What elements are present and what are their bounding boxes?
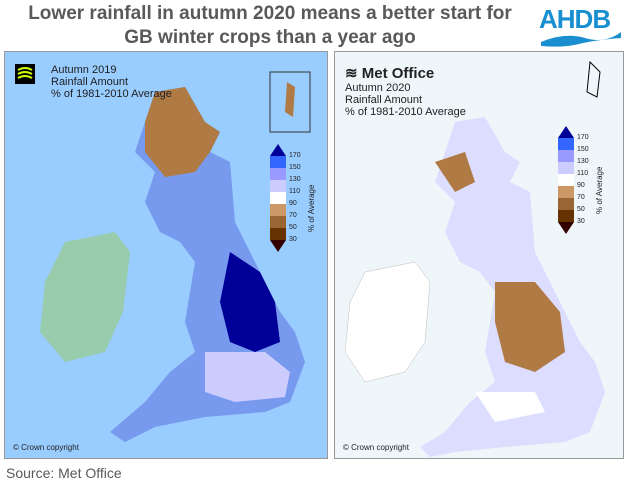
tick-label: 130 <box>289 176 301 183</box>
tick-label: 50 <box>577 206 585 213</box>
colorbar-segment <box>558 198 574 210</box>
ahdb-logo: AHDB <box>535 4 623 48</box>
map-period: % of 1981-2010 Average <box>51 88 172 100</box>
tick-label: 130 <box>577 158 589 165</box>
colorbar-min-triangle <box>558 222 574 234</box>
tick-label: 30 <box>577 218 585 225</box>
colorbar-segment <box>558 162 574 174</box>
map-period: % of 1981-2010 Average <box>345 106 466 118</box>
tick-label: 50 <box>289 224 297 231</box>
colorbar-max-triangle <box>270 144 286 156</box>
colorbar-segment <box>558 138 574 150</box>
colorbar-segment <box>270 180 286 192</box>
colorbar-max-triangle <box>558 126 574 138</box>
colorbar-segment <box>270 156 286 168</box>
colorbar-min-triangle <box>270 240 286 252</box>
rainfall-map-2019 <box>40 71 311 442</box>
tick-label: 110 <box>577 170 589 177</box>
colorbar-segment <box>270 216 286 228</box>
met-office-logo-icon <box>15 64 35 84</box>
colorbar-label: % of Average <box>595 166 604 214</box>
met-office-brand: ≋ Met Office <box>345 64 434 82</box>
map-subtitle: Rainfall Amount <box>345 94 423 106</box>
colorbar-segment <box>270 228 286 240</box>
tick-label: 70 <box>577 194 585 201</box>
tick-label: 90 <box>289 200 297 207</box>
brand-text: Met Office <box>361 65 435 82</box>
ireland-landmass <box>344 261 431 383</box>
title-line-2: GB winter crops than a year ago <box>124 27 416 48</box>
colorbar-segment <box>558 150 574 162</box>
ahdb-logo-text: AHDB <box>539 4 611 34</box>
colorbar-segment <box>558 174 574 186</box>
colorbar-label: % of Average <box>307 184 316 232</box>
tick-label: 90 <box>577 182 585 189</box>
copyright: © Crown copyright <box>343 443 409 452</box>
tick-label: 70 <box>289 212 297 219</box>
ireland-landmass <box>40 232 130 362</box>
map-autumn-2020: ≋ Met Office Autumn 2020 Rainfall Amount… <box>334 51 624 459</box>
map-subtitle: Rainfall Amount <box>51 76 129 88</box>
tick-label: 30 <box>289 236 297 243</box>
colorbar-segment <box>270 168 286 180</box>
chart-title: Lower rainfall in autumn 2020 means a be… <box>0 2 540 50</box>
wave-icon <box>541 32 621 47</box>
tick-label: 150 <box>577 146 589 153</box>
colorbar-segment <box>270 192 286 204</box>
met-office-logo-icon: ≋ <box>345 65 362 82</box>
colorbar-segment <box>558 210 574 222</box>
colorbar-segment <box>270 204 286 216</box>
tick-label: 170 <box>577 134 589 141</box>
tick-label: 110 <box>289 188 301 195</box>
source-note: Source: Met Office <box>6 465 122 481</box>
map-autumn-2019: Autumn 2019 Rainfall Amount % of 1981-20… <box>4 51 328 459</box>
colorbar-scale <box>270 144 286 252</box>
rainfall-map-2020 <box>344 60 605 457</box>
colorbar-scale <box>558 126 574 234</box>
copyright: © Crown copyright <box>13 443 79 452</box>
colorbar-segment <box>558 186 574 198</box>
tick-label: 170 <box>289 152 301 159</box>
title-line-1: Lower rainfall in autumn 2020 means a be… <box>28 3 512 24</box>
map-title: Autumn 2019 <box>51 64 117 76</box>
tick-label: 150 <box>289 164 301 171</box>
map-title: Autumn 2020 <box>345 82 411 94</box>
